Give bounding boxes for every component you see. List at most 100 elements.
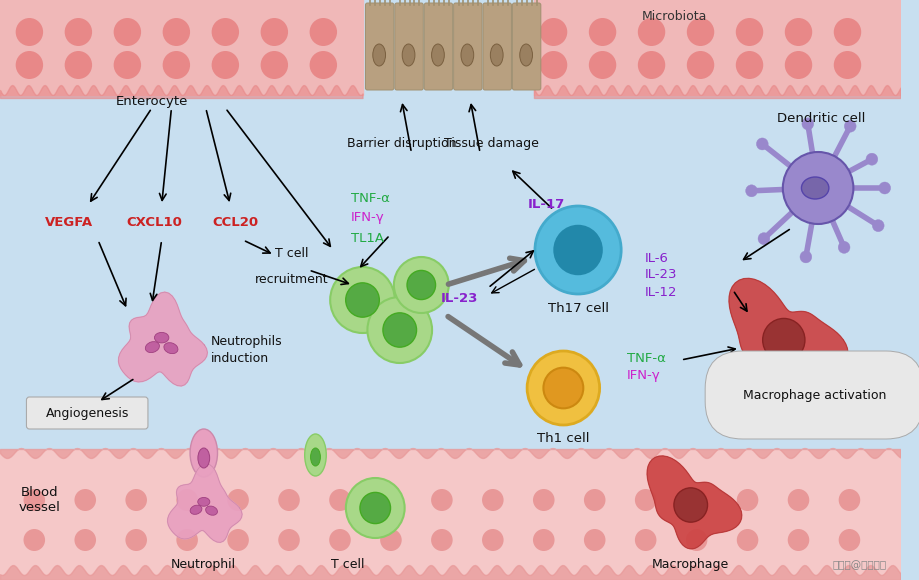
- Circle shape: [368, 297, 432, 363]
- Circle shape: [834, 51, 861, 79]
- Circle shape: [64, 18, 92, 46]
- Text: Neutrophil: Neutrophil: [171, 558, 236, 571]
- Circle shape: [125, 529, 147, 551]
- Circle shape: [211, 18, 239, 46]
- Circle shape: [834, 18, 861, 46]
- Text: TNF-α: TNF-α: [351, 191, 390, 205]
- FancyBboxPatch shape: [27, 397, 148, 429]
- Circle shape: [839, 529, 860, 551]
- Circle shape: [543, 368, 584, 408]
- Circle shape: [554, 226, 602, 274]
- Ellipse shape: [311, 448, 321, 466]
- Text: Neutrophils
induction: Neutrophils induction: [210, 335, 282, 365]
- Polygon shape: [647, 456, 742, 549]
- FancyBboxPatch shape: [425, 3, 453, 90]
- Text: Enterocyte: Enterocyte: [116, 95, 188, 108]
- Ellipse shape: [373, 44, 386, 66]
- Circle shape: [227, 489, 249, 511]
- Circle shape: [407, 270, 436, 299]
- Circle shape: [736, 18, 764, 46]
- Circle shape: [783, 152, 854, 224]
- Text: IL-6: IL-6: [645, 252, 668, 264]
- Circle shape: [686, 489, 708, 511]
- Ellipse shape: [198, 498, 210, 506]
- Text: CXCL10: CXCL10: [127, 216, 183, 229]
- Circle shape: [176, 489, 198, 511]
- Circle shape: [638, 51, 665, 79]
- Circle shape: [163, 51, 190, 79]
- Circle shape: [635, 529, 656, 551]
- Circle shape: [278, 489, 300, 511]
- Circle shape: [74, 489, 96, 511]
- FancyBboxPatch shape: [483, 3, 512, 90]
- Ellipse shape: [154, 332, 169, 343]
- FancyBboxPatch shape: [454, 3, 482, 90]
- Text: IL-23: IL-23: [441, 292, 478, 304]
- Circle shape: [431, 529, 453, 551]
- Ellipse shape: [461, 44, 473, 66]
- Circle shape: [839, 489, 860, 511]
- Circle shape: [261, 18, 288, 46]
- Circle shape: [785, 51, 812, 79]
- Circle shape: [866, 153, 878, 165]
- Text: IFN-γ: IFN-γ: [627, 369, 661, 382]
- Ellipse shape: [145, 342, 159, 353]
- Ellipse shape: [164, 343, 178, 354]
- Circle shape: [125, 489, 147, 511]
- Text: TL1A: TL1A: [351, 231, 384, 245]
- Ellipse shape: [801, 177, 829, 199]
- Circle shape: [745, 185, 757, 197]
- Circle shape: [482, 489, 504, 511]
- Circle shape: [872, 220, 884, 231]
- Text: Tissue damage: Tissue damage: [445, 137, 539, 150]
- Circle shape: [261, 51, 288, 79]
- Circle shape: [346, 283, 380, 317]
- Circle shape: [736, 51, 764, 79]
- Text: Microbiota: Microbiota: [641, 10, 707, 23]
- Text: IL-17: IL-17: [528, 198, 565, 212]
- Circle shape: [533, 529, 554, 551]
- FancyBboxPatch shape: [513, 3, 540, 90]
- Ellipse shape: [206, 506, 218, 515]
- Circle shape: [482, 529, 504, 551]
- Text: Th1 cell: Th1 cell: [537, 432, 590, 445]
- Circle shape: [838, 241, 850, 253]
- Circle shape: [74, 529, 96, 551]
- Circle shape: [635, 489, 656, 511]
- Ellipse shape: [305, 434, 326, 476]
- Circle shape: [686, 51, 714, 79]
- Circle shape: [24, 489, 45, 511]
- Ellipse shape: [198, 448, 210, 468]
- Circle shape: [785, 18, 812, 46]
- Circle shape: [394, 257, 448, 313]
- Ellipse shape: [190, 429, 218, 477]
- Ellipse shape: [520, 44, 532, 66]
- Text: VEGFA: VEGFA: [44, 216, 93, 229]
- Circle shape: [346, 478, 404, 538]
- Text: IL-12: IL-12: [645, 285, 677, 299]
- Text: Blood
vessel: Blood vessel: [18, 486, 60, 514]
- Circle shape: [539, 51, 567, 79]
- Ellipse shape: [432, 44, 444, 66]
- Circle shape: [589, 51, 617, 79]
- Text: CCL20: CCL20: [212, 216, 258, 229]
- Text: IFN-γ: IFN-γ: [351, 212, 384, 224]
- Polygon shape: [167, 463, 242, 542]
- Circle shape: [800, 251, 811, 263]
- Text: recruitment: recruitment: [255, 273, 329, 286]
- Text: Angiogenesis: Angiogenesis: [46, 407, 129, 419]
- Polygon shape: [729, 278, 848, 395]
- Circle shape: [114, 51, 142, 79]
- Circle shape: [686, 18, 714, 46]
- Circle shape: [16, 18, 43, 46]
- Ellipse shape: [491, 44, 503, 66]
- Circle shape: [528, 351, 599, 425]
- Circle shape: [176, 529, 198, 551]
- Circle shape: [802, 118, 813, 130]
- Circle shape: [584, 489, 606, 511]
- Circle shape: [310, 51, 337, 79]
- Circle shape: [788, 489, 810, 511]
- Circle shape: [788, 529, 810, 551]
- Circle shape: [845, 120, 857, 132]
- Circle shape: [584, 529, 606, 551]
